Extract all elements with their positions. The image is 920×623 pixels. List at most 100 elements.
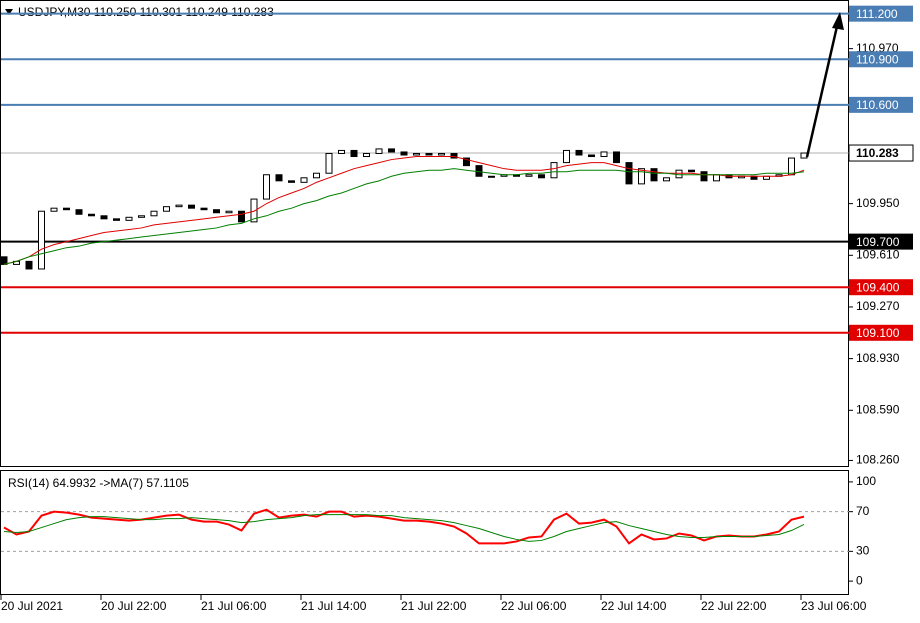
y-tick-label: 100	[856, 474, 876, 488]
annotation-arrowhead	[832, 12, 844, 30]
candle	[125, 216, 133, 221]
candle	[25, 260, 33, 270]
rsi-title: RSI(14) 64.9932 ->MA(7) 57.1105	[8, 476, 189, 490]
y-tick-label: 109.610	[856, 247, 900, 261]
x-tick-label: 20 Jul 22:00	[101, 599, 167, 613]
y-tick-label: 70	[856, 504, 870, 518]
candle	[138, 215, 145, 218]
candle	[538, 174, 545, 179]
candle	[363, 152, 370, 158]
y-tick-label: 108.590	[856, 402, 900, 416]
candle	[525, 174, 533, 177]
candle	[713, 174, 720, 182]
main-panel-frame	[0, 0, 849, 467]
candle	[213, 209, 220, 214]
annotation-arrow	[805, 21, 840, 158]
level-label-box	[849, 233, 913, 250]
candle	[625, 162, 633, 185]
candle	[450, 152, 458, 159]
symbol-menu-icon[interactable]	[5, 9, 13, 15]
candle	[688, 169, 695, 173]
candle	[463, 157, 470, 167]
level-label: 111.200	[856, 7, 898, 21]
candle	[63, 207, 70, 211]
candle	[0, 256, 8, 265]
candle	[438, 152, 445, 156]
y-tick-label: 0	[856, 573, 863, 587]
x-tick-label: 22 Jul 14:00	[601, 599, 667, 613]
candle	[288, 180, 295, 183]
candle	[788, 157, 795, 176]
candle	[475, 165, 483, 177]
candle	[350, 149, 358, 158]
candle	[275, 174, 283, 182]
candle	[113, 218, 120, 221]
x-tick-label: 21 Jul 22:00	[401, 599, 467, 613]
level-label: 110.900	[856, 52, 899, 66]
rsi-panel-frame	[0, 470, 849, 595]
y-tick-label: 108.260	[856, 453, 900, 467]
candle	[163, 206, 170, 212]
candle	[638, 168, 645, 185]
x-tick-label: 21 Jul 06:00	[201, 599, 267, 613]
candle	[338, 149, 345, 154]
candle	[600, 151, 608, 158]
level-label: 109.100	[856, 326, 900, 340]
moving-average-line	[3, 168, 805, 265]
rsi-line	[3, 514, 805, 542]
y-tick-label: 108.930	[856, 351, 900, 365]
candle	[250, 198, 258, 223]
candle	[300, 177, 308, 183]
y-tick-label: 30	[856, 544, 870, 558]
candle	[188, 204, 195, 209]
candle	[200, 207, 208, 211]
candle	[225, 210, 233, 214]
candle	[488, 175, 495, 178]
candle	[175, 204, 183, 208]
x-tick-label: 20 Jul 2021	[1, 599, 63, 613]
candle	[50, 207, 58, 212]
level-label-box	[849, 279, 913, 296]
candle	[575, 149, 583, 156]
candle	[375, 148, 383, 154]
candle	[663, 177, 670, 182]
candle	[100, 215, 108, 220]
candle	[238, 210, 245, 223]
level-label-box	[849, 5, 913, 22]
candle	[400, 151, 408, 156]
level-label: 109.400	[856, 280, 900, 294]
candle	[88, 213, 95, 217]
candle	[613, 151, 620, 164]
x-tick-label: 22 Jul 22:00	[701, 599, 767, 613]
level-label-box	[849, 324, 913, 341]
candle	[75, 209, 83, 215]
x-tick-label: 21 Jul 14:00	[301, 599, 367, 613]
level-label-box	[849, 51, 913, 68]
rsi-line	[3, 508, 805, 545]
candle	[388, 148, 395, 153]
candle	[425, 152, 433, 156]
candle	[38, 210, 45, 270]
y-tick-label: 109.270	[856, 299, 900, 313]
y-tick-label: 109.950	[856, 196, 900, 210]
moving-average-line	[3, 156, 805, 265]
candle	[700, 171, 708, 182]
candle	[563, 149, 570, 164]
candle	[588, 154, 595, 158]
candle	[313, 172, 320, 179]
level-label-box	[849, 96, 913, 113]
candle	[675, 169, 683, 179]
current-price-box	[848, 144, 914, 162]
candle	[263, 174, 270, 200]
chart-title: USDJPY,M30 110.250 110.301 110.249 110.2…	[18, 5, 274, 19]
candle	[550, 162, 558, 179]
level-label: 110.600	[856, 98, 899, 112]
x-tick-label: 23 Jul 06:00	[801, 599, 867, 613]
candle	[413, 152, 420, 156]
level-label: 109.700	[856, 235, 900, 249]
x-tick-label: 22 Jul 06:00	[501, 599, 567, 613]
current-price-label: 110.283	[856, 146, 899, 160]
candle	[325, 152, 333, 174]
candle	[650, 168, 658, 182]
